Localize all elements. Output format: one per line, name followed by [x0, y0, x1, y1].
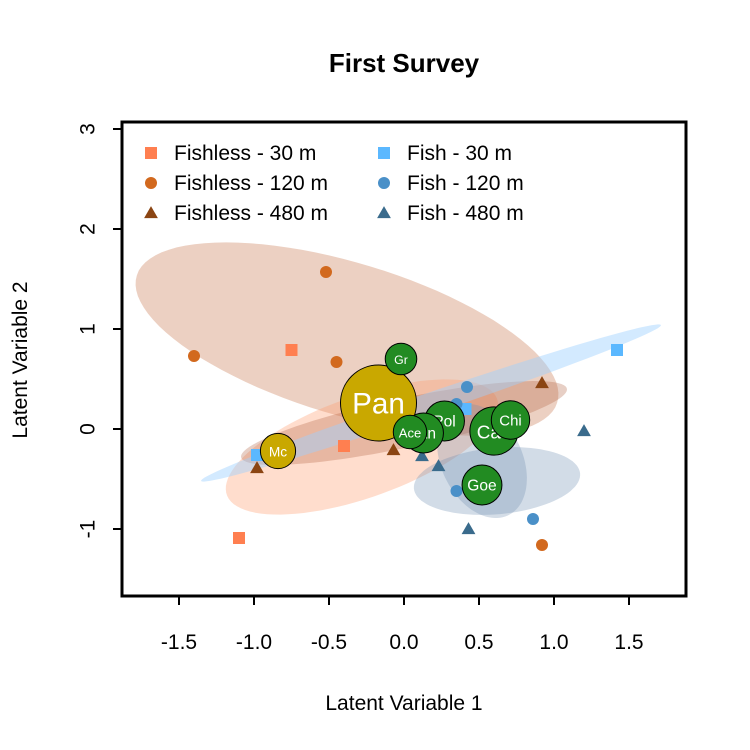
point-fishless-120-m — [320, 266, 332, 278]
x-tick-label: 0.5 — [464, 631, 493, 654]
legend-label: Fishless - 480 m — [174, 202, 328, 225]
species-ace: Ace — [392, 414, 428, 450]
x-tick-label: -1.5 — [161, 631, 197, 654]
species-bubble — [461, 464, 503, 506]
legend-label: Fish - 120 m — [407, 172, 524, 195]
x-tick-label: 1.5 — [614, 631, 643, 654]
legend-marker — [144, 206, 158, 219]
point-fishless-30-m — [233, 532, 245, 544]
legend-entry-fish-480-m: Fish - 480 m — [377, 202, 524, 225]
legend-entry-fish-120-m: Fish - 120 m — [378, 172, 524, 195]
legend-entry-fishless-30-m: Fishless - 30 m — [145, 142, 316, 165]
axes-layer: -1.5 -1.0 -0.5 0.0 0.5 1.0 1.5 -1 0 1 2 3 — [77, 120, 688, 654]
ellipse-fish-30-m — [201, 324, 661, 482]
species-layer: PanCaeChiPolTanAceGoeGrMc — [259, 342, 531, 506]
point-fishless-120-m — [188, 350, 200, 362]
legend-marker — [378, 147, 390, 159]
species-label: Goe — [467, 478, 496, 495]
point-fish-480-m — [461, 522, 476, 535]
x-tick-label: 1.0 — [539, 631, 568, 654]
point-fishless-480-m — [386, 443, 401, 456]
species-goe: Goe — [461, 464, 503, 506]
ellipse-fishless-120-m — [135, 242, 559, 436]
point-fishless-480-m — [535, 376, 549, 389]
y-tick-label: 0 — [77, 423, 100, 435]
point-fishless-120-m — [330, 356, 343, 368]
species-label: Gr — [394, 353, 408, 367]
legend-marker — [377, 206, 391, 219]
y-tick-label: -1 — [77, 520, 100, 539]
x-tick-label: 0.0 — [389, 631, 418, 654]
legend-label: Fishless - 120 m — [174, 172, 328, 195]
species-bubble — [490, 400, 531, 440]
x-tick-label: -1.0 — [236, 631, 272, 654]
legend-marker — [145, 147, 157, 159]
species-bubble — [384, 342, 418, 376]
species-label: Ace — [399, 426, 421, 441]
legend-label: Fish - 30 m — [407, 142, 512, 165]
species-label: Mc — [269, 445, 287, 460]
points-layer — [188, 266, 623, 551]
point-fish-120-m — [527, 513, 539, 525]
legend-entry-fishless-120-m: Fishless - 120 m — [145, 172, 328, 195]
y-axis-label: Latent Variable 2 — [9, 281, 32, 438]
species-mc: Mc — [259, 432, 297, 470]
point-fish-120-m — [450, 485, 463, 497]
chart-title: First Survey — [329, 48, 480, 78]
y-tick-label: 3 — [77, 123, 100, 135]
point-fishless-120-m — [536, 539, 548, 551]
y-tick-label: 2 — [77, 223, 100, 235]
point-fish-30-m — [611, 344, 623, 356]
point-fish-480-m — [431, 459, 446, 472]
species-chi: Chi — [490, 400, 531, 440]
point-fishless-480-m — [250, 461, 264, 474]
legend-marker — [145, 177, 157, 189]
x-tick-label: -0.5 — [311, 631, 347, 654]
species-bubble — [259, 432, 297, 470]
point-fishless-30-m — [338, 440, 350, 452]
legend-entry-fish-30-m: Fish - 30 m — [378, 142, 512, 165]
point-fish-120-m — [461, 381, 473, 393]
legend-label: Fish - 480 m — [407, 202, 524, 225]
x-axis-label: Latent Variable 1 — [325, 692, 482, 715]
species-label: Pan — [352, 388, 405, 421]
point-fishless-30-m — [285, 344, 298, 356]
legend-label: Fishless - 30 m — [174, 142, 316, 165]
legend-entry-fishless-480-m: Fishless - 480 m — [144, 202, 328, 225]
point-fish-480-m — [577, 424, 591, 437]
species-gr: Gr — [384, 342, 418, 376]
point-fish-480-m — [415, 449, 429, 462]
species-label: Chi — [499, 413, 521, 430]
legend: Fishless - 30 m Fishless - 120 m Fishless … — [144, 142, 524, 225]
legend-marker — [378, 177, 390, 189]
species-bubble — [392, 414, 428, 450]
y-tick-label: 1 — [77, 323, 100, 335]
